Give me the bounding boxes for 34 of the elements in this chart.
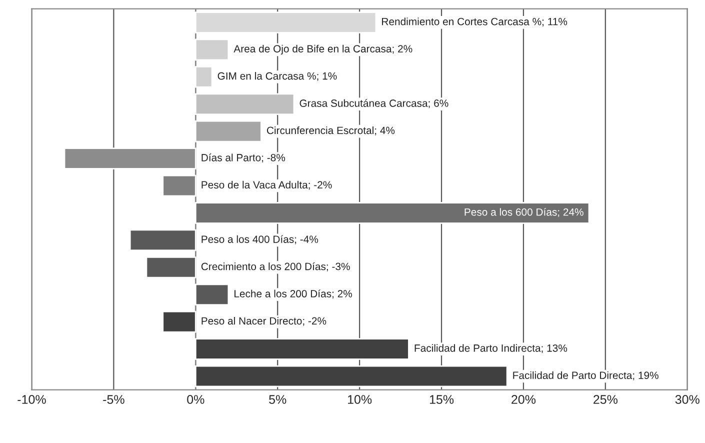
- data-label: Días al Parto; -8%: [202, 154, 286, 163]
- bar: [162, 310, 196, 333]
- x-tick-label: -10%: [18, 395, 46, 404]
- bar: [129, 229, 196, 252]
- data-label: GIM en la Carcasa %; 1%: [218, 72, 337, 81]
- x-tick-label: 30%: [675, 395, 700, 404]
- x-tick-label: 20%: [512, 395, 536, 404]
- x-tick-label: 0%: [187, 395, 204, 404]
- bar: [146, 256, 196, 278]
- bar: [194, 93, 295, 116]
- x-tick-label: 10%: [348, 395, 372, 404]
- data-label: Facilidad de Parto Directa; 19%: [513, 371, 658, 380]
- data-label: Leche a los 200 Días; 2%: [234, 290, 352, 299]
- data-label: Peso de la Vaca Adulta; -2%: [202, 180, 332, 190]
- bar: [194, 284, 230, 306]
- bar: [194, 338, 410, 360]
- x-tick-label: 5%: [269, 395, 286, 404]
- x-tick-label: 25%: [594, 395, 618, 404]
- bar: [194, 38, 230, 61]
- data-label: Rendimiento en Cortes Carcasa %; 11%: [382, 18, 568, 26]
- x-tick-label: -5%: [103, 395, 124, 404]
- x-tick-label: 15%: [430, 395, 454, 404]
- data-label: Peso a los 600 Días; 24%: [464, 208, 584, 217]
- bar: [194, 120, 262, 142]
- data-label: Area de Ojo de Bife en la Carcasa; 2%: [234, 44, 412, 55]
- data-label: Crecimiento a los 200 Días; -3%: [201, 262, 350, 272]
- bar: [194, 66, 213, 88]
- bar: [194, 12, 377, 34]
- bar: [194, 365, 508, 388]
- data-label: Circunferencia Escrotal; 4%: [266, 126, 395, 136]
- data-label: Peso al Nacer Directo; -2%: [202, 316, 326, 326]
- data-label: Facilidad de Parto Indirecta; 13%: [414, 344, 568, 354]
- data-label: Peso a los 400 Días; -4%: [202, 235, 318, 244]
- data-label: Grasa Subcutánea Carcasa; 6%: [300, 99, 448, 108]
